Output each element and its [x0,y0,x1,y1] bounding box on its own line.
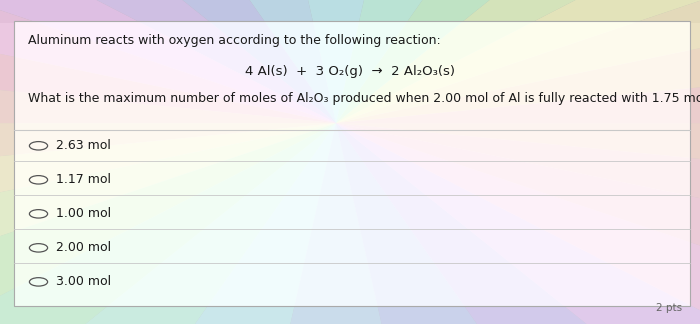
Wedge shape [0,0,336,123]
Wedge shape [226,123,446,324]
Wedge shape [336,0,700,123]
Text: 3.00 mol: 3.00 mol [56,275,111,288]
Text: What is the maximum number of moles of Al₂O₃ produced when 2.00 mol of Al is ful: What is the maximum number of moles of A… [28,92,700,105]
Wedge shape [336,123,700,324]
Text: 2 pts: 2 pts [657,303,682,313]
Wedge shape [0,0,336,123]
FancyBboxPatch shape [14,21,690,306]
Wedge shape [336,0,700,123]
Wedge shape [0,22,336,123]
Wedge shape [336,123,700,324]
Wedge shape [0,123,336,324]
Wedge shape [336,123,700,321]
Wedge shape [0,0,336,123]
FancyBboxPatch shape [14,21,690,306]
Wedge shape [336,0,700,123]
Text: Aluminum reacts with oxygen according to the following reaction:: Aluminum reacts with oxygen according to… [28,34,441,47]
Wedge shape [336,123,661,324]
Wedge shape [226,0,446,123]
Wedge shape [336,22,700,123]
Wedge shape [336,0,700,123]
Wedge shape [336,0,661,123]
Text: 1.00 mol: 1.00 mol [56,207,111,220]
Wedge shape [11,0,336,123]
Wedge shape [336,0,700,123]
Wedge shape [11,123,336,324]
Wedge shape [0,123,336,324]
Wedge shape [336,123,700,224]
Text: 4 Al(s)  +  3 O₂(g)  →  2 Al₂O₃(s): 4 Al(s) + 3 O₂(g) → 2 Al₂O₃(s) [245,65,455,78]
Wedge shape [0,123,336,324]
Wedge shape [0,0,336,123]
Wedge shape [336,123,700,324]
Text: 2.63 mol: 2.63 mol [56,139,111,152]
Wedge shape [0,123,336,321]
Wedge shape [336,123,700,324]
Wedge shape [0,123,336,224]
FancyBboxPatch shape [0,0,700,23]
Text: 2.00 mol: 2.00 mol [56,241,111,254]
Wedge shape [0,123,336,324]
Text: 1.17 mol: 1.17 mol [56,173,111,186]
Wedge shape [0,0,336,123]
